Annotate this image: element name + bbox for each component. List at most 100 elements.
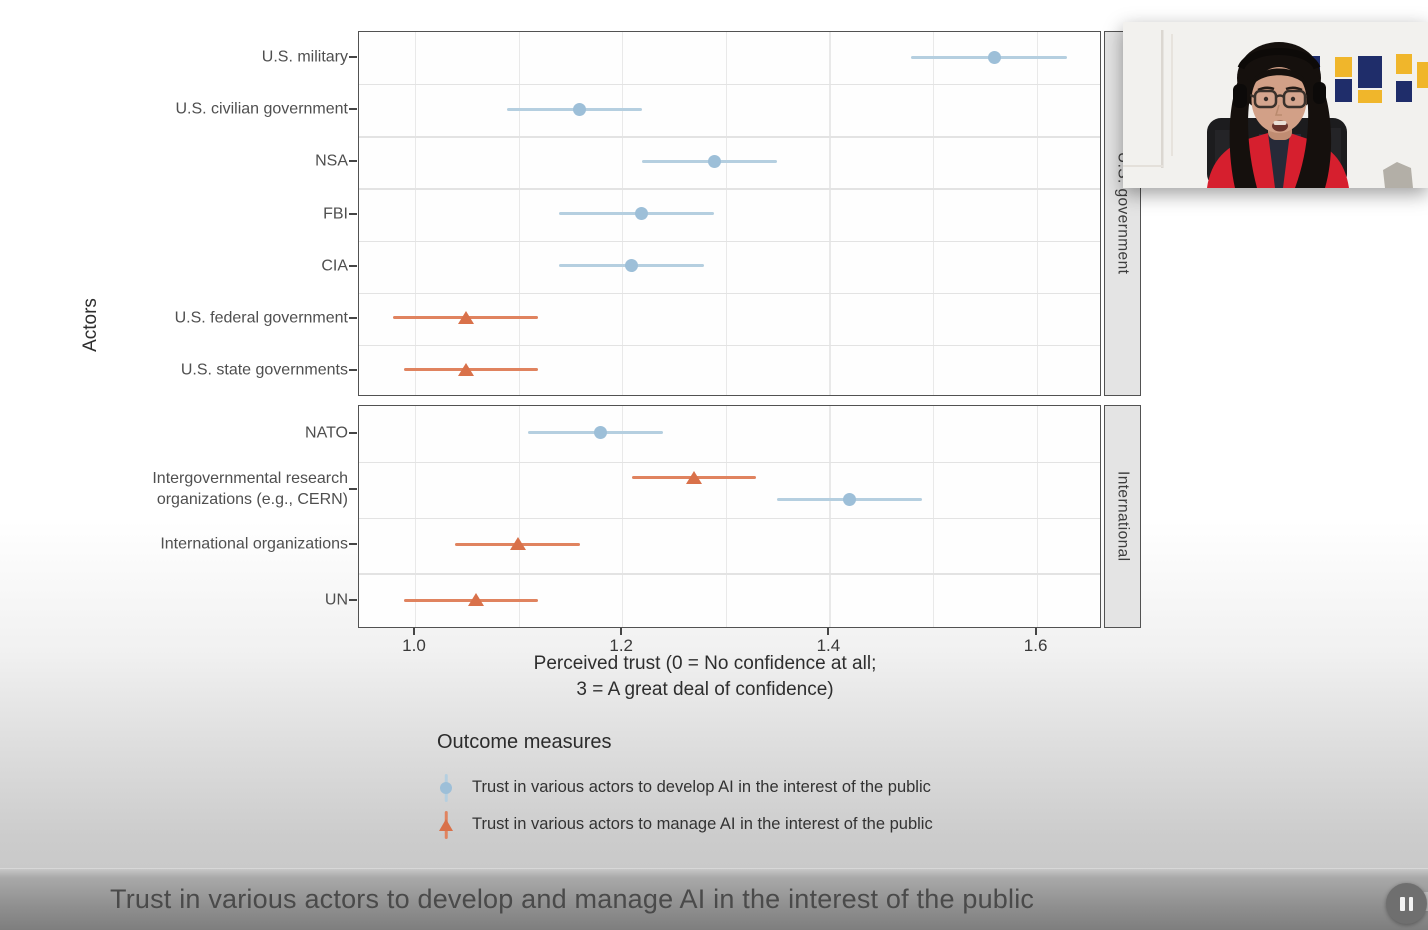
gridline-vertical bbox=[829, 406, 831, 627]
y-axis-label: U.S. civilian government bbox=[175, 100, 348, 118]
point-marker-triangle bbox=[509, 537, 526, 551]
y-axis-tick bbox=[349, 368, 357, 371]
eye-left bbox=[1263, 96, 1269, 102]
y-axis-label: U.S. state governments bbox=[180, 361, 348, 379]
gridline-vertical bbox=[1036, 32, 1038, 395]
gridline-vertical bbox=[725, 32, 728, 395]
glasses bbox=[1247, 89, 1313, 109]
gridline-vertical bbox=[518, 32, 520, 395]
y-axis-tick bbox=[349, 316, 357, 319]
nose bbox=[1274, 104, 1282, 116]
slide-caption: Trust in various actors to develop and m… bbox=[110, 884, 1035, 914]
gridline-horizontal bbox=[359, 84, 1100, 86]
x-axis-title-line2: 3 = A great deal of confidence) bbox=[576, 679, 834, 700]
caption-bar: Trust in various actors to develop and m… bbox=[0, 868, 1428, 930]
gridline-vertical bbox=[415, 32, 417, 395]
point-marker-triangle bbox=[685, 470, 702, 484]
point-marker-circle bbox=[573, 102, 587, 116]
y-axis-label: Intergovernmental research organizations … bbox=[152, 469, 348, 508]
legend-triangle-pointrange-icon bbox=[437, 809, 455, 841]
legend-item: Trust in various actors to manage AI in … bbox=[437, 806, 933, 843]
x-axis-tick-label: 1.6 bbox=[1023, 636, 1048, 655]
gridline-vertical bbox=[415, 406, 417, 627]
gridline-vertical bbox=[725, 406, 728, 627]
y-axis-tick bbox=[349, 487, 357, 490]
point-marker-circle bbox=[987, 50, 1001, 64]
gridline-vertical bbox=[829, 32, 831, 395]
x-axis-tick bbox=[413, 628, 415, 635]
pause-icon bbox=[1408, 896, 1413, 911]
gridline-horizontal bbox=[359, 573, 1100, 575]
legend-items: Trust in various actors to develop AI in… bbox=[437, 769, 933, 843]
gridline-horizontal bbox=[359, 188, 1100, 190]
gridline-vertical bbox=[1036, 406, 1038, 627]
legend-item-label: Trust in various actors to manage AI in … bbox=[472, 815, 933, 833]
legend-title: Outcome measures bbox=[437, 731, 612, 753]
point-marker-circle bbox=[707, 154, 721, 168]
point-marker-circle bbox=[594, 426, 607, 440]
gridline-horizontal bbox=[359, 136, 1100, 138]
y-axis-label: FBI bbox=[323, 205, 348, 222]
y-axis-label: U.S. military bbox=[261, 48, 348, 66]
x-axis-tick-label: 1.4 bbox=[816, 636, 841, 655]
gridline-horizontal bbox=[359, 292, 1100, 294]
desk-object bbox=[1383, 162, 1413, 188]
facet-panel bbox=[358, 405, 1101, 628]
y-axis-tick bbox=[349, 431, 357, 434]
y-axis-tick bbox=[349, 108, 357, 111]
pause-button[interactable] bbox=[1386, 883, 1427, 924]
teeth bbox=[1273, 121, 1287, 125]
y-axis-tick bbox=[349, 160, 357, 163]
legend-circle-pointrange-icon bbox=[437, 772, 455, 804]
y-axis-tick bbox=[349, 212, 357, 215]
facet-strip-label: International bbox=[1114, 471, 1132, 562]
x-axis-title: Perceived trust (0 = No confidence at al… bbox=[358, 651, 1052, 703]
gridline-vertical bbox=[933, 406, 935, 627]
y-axis-tick bbox=[349, 543, 357, 546]
headphones-earcup-right bbox=[1313, 82, 1326, 104]
x-axis-tick bbox=[827, 628, 830, 635]
y-axis-tick bbox=[349, 599, 357, 602]
eyebrow-left bbox=[1257, 86, 1275, 92]
legend-item-label: Trust in various actors to develop AI in… bbox=[472, 778, 931, 796]
y-axis-label: NATO bbox=[305, 424, 348, 442]
gridline-horizontal bbox=[359, 344, 1100, 347]
face bbox=[1251, 67, 1307, 133]
x-axis-tick-label: 1.0 bbox=[402, 636, 426, 655]
gridline-horizontal bbox=[359, 517, 1100, 519]
webcam-overlay bbox=[1123, 22, 1428, 188]
point-marker-circle bbox=[842, 493, 856, 507]
y-axis-label: CIA bbox=[321, 257, 348, 275]
point-marker-circle bbox=[635, 207, 649, 220]
x-axis-tick bbox=[620, 628, 623, 635]
facet-panel bbox=[358, 31, 1101, 396]
y-axis-tick bbox=[349, 264, 357, 267]
point-marker-triangle bbox=[468, 593, 485, 607]
eye-right bbox=[1290, 96, 1296, 102]
x-axis-title-line1: Perceived trust (0 = No confidence at al… bbox=[533, 653, 877, 674]
gridline-vertical bbox=[622, 406, 624, 627]
pause-icon bbox=[1400, 896, 1405, 911]
y-axis-label: UN bbox=[324, 591, 348, 609]
webcam-video bbox=[1123, 22, 1428, 188]
headphones-band bbox=[1237, 48, 1321, 70]
legend-item: Trust in various actors to develop AI in… bbox=[437, 769, 933, 806]
eyebrow-right bbox=[1285, 86, 1303, 92]
x-axis-tick bbox=[1034, 628, 1037, 635]
gridline-horizontal bbox=[359, 240, 1100, 242]
y-axis-label: NSA bbox=[315, 152, 348, 170]
presenter-person bbox=[1207, 42, 1349, 188]
point-marker-triangle bbox=[457, 362, 474, 376]
point-marker-circle bbox=[625, 259, 639, 273]
gridline-vertical bbox=[933, 32, 935, 395]
hair-front bbox=[1251, 68, 1307, 88]
y-axis-label: International organizations bbox=[160, 535, 348, 553]
x-axis-tick-label: 1.2 bbox=[609, 636, 634, 655]
facet-strip: International bbox=[1104, 405, 1141, 628]
y-axis-label: U.S. federal government bbox=[174, 309, 348, 327]
y-axis-tick bbox=[349, 56, 357, 59]
point-marker-triangle bbox=[457, 310, 474, 324]
headphones-earcup-left bbox=[1233, 84, 1247, 108]
